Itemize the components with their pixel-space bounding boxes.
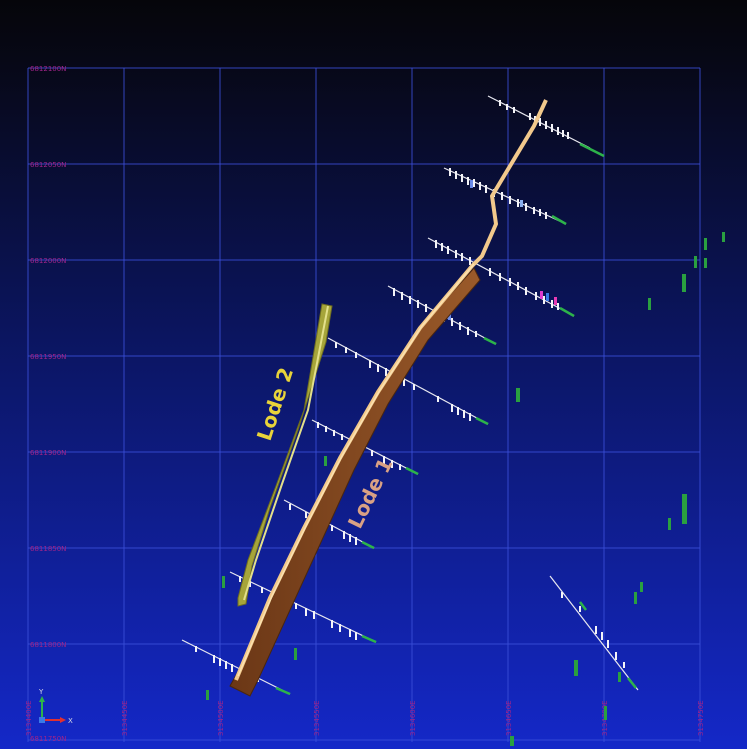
assay-highlight xyxy=(470,180,473,188)
assay-highlight xyxy=(546,293,549,301)
x-axis-label: X xyxy=(68,717,73,725)
northing-label: 6811850N xyxy=(30,545,66,553)
assay-highlight xyxy=(448,312,451,320)
intercept xyxy=(275,686,291,696)
easting-label: 3134650E xyxy=(505,700,513,736)
intercept xyxy=(579,142,605,158)
intercept xyxy=(559,306,575,318)
grid xyxy=(27,67,701,742)
easting-label: 3134450E xyxy=(121,700,129,736)
sample-ticks xyxy=(195,646,259,682)
intercept xyxy=(483,336,497,346)
sample-ticks xyxy=(435,240,559,310)
easting-label: 3134750E xyxy=(697,700,705,736)
intercept xyxy=(627,677,637,689)
drillhole-trace xyxy=(229,571,377,643)
lode-2-solid xyxy=(237,303,333,607)
northing-label: 6811800N xyxy=(30,641,66,649)
easting-label: 3134550E xyxy=(313,700,321,736)
scattered-drill-collars xyxy=(206,232,725,746)
axis-indicator: Y X xyxy=(38,688,73,725)
northing-label: 6811900N xyxy=(30,449,66,457)
sample-ticks xyxy=(335,342,471,421)
northing-labels: 6812100N 6812050N 6812000N 6811950N 6811… xyxy=(30,65,66,743)
drillhole-trace xyxy=(327,337,489,425)
lode-1-solid xyxy=(229,99,548,697)
intercept xyxy=(579,601,587,611)
drillhole-trace xyxy=(181,639,291,695)
northing-label: 6812000N xyxy=(30,257,66,265)
easting-label: 3134500E xyxy=(217,700,225,736)
y-axis-label: Y xyxy=(38,688,44,696)
intercept xyxy=(475,416,489,426)
assay-highlight xyxy=(554,297,557,305)
easting-label: 3134600E xyxy=(409,700,417,736)
sample-ticks xyxy=(449,168,547,219)
easting-label: 3134400E xyxy=(25,700,33,736)
sample-ticks xyxy=(561,592,625,668)
lode-1-highlight xyxy=(237,263,475,677)
lode-2-highlight xyxy=(243,305,329,601)
intercept xyxy=(361,634,377,644)
northing-label: 6812100N xyxy=(30,65,66,73)
northing-label: 6811950N xyxy=(30,353,66,361)
assay-highlights xyxy=(448,180,557,320)
northing-label: 6811750N xyxy=(30,735,66,743)
northing-label: 6812050N xyxy=(30,161,66,169)
lode-2-body xyxy=(237,303,333,607)
intercept xyxy=(361,540,375,550)
intercept xyxy=(551,214,567,226)
mineralised-intercepts xyxy=(275,142,637,696)
assay-highlight xyxy=(520,200,523,207)
intercept xyxy=(405,466,419,476)
assay-highlight xyxy=(540,291,543,299)
drillhole-trace xyxy=(549,575,639,691)
